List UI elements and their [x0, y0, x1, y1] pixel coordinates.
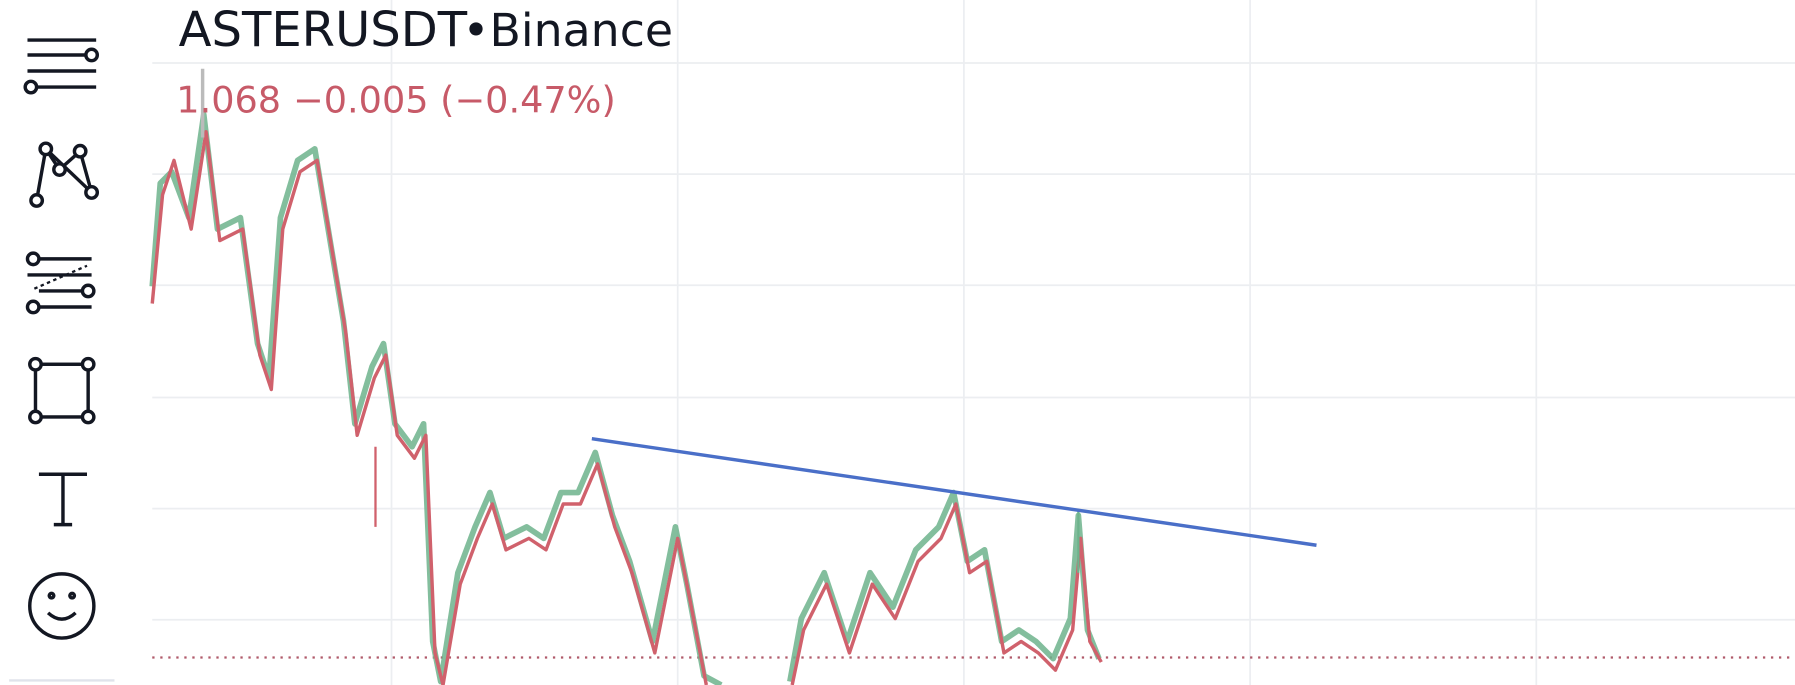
candles-up — [149, 111, 723, 685]
shape-tool[interactable] — [28, 356, 96, 425]
fib-tool[interactable] — [25, 251, 96, 315]
grid — [152, 0, 1795, 685]
last-price: 1.068 — [176, 78, 281, 121]
price-candles — [149, 68, 1103, 685]
price-change: −0.005 (−0.47%) — [293, 78, 616, 121]
candles-up — [787, 489, 1102, 683]
trend-line — [591, 437, 1317, 547]
toolbar — [9, 38, 115, 682]
pattern-tool[interactable] — [29, 141, 100, 208]
symbol: ASTERUSDT — [179, 2, 468, 58]
text-tool[interactable] — [38, 472, 88, 527]
candles-down — [150, 130, 709, 685]
indicators-tool[interactable] — [23, 38, 100, 95]
exchange: •Binance — [462, 3, 673, 57]
candles-down — [790, 502, 1103, 685]
emoji-tool[interactable] — [28, 572, 96, 640]
